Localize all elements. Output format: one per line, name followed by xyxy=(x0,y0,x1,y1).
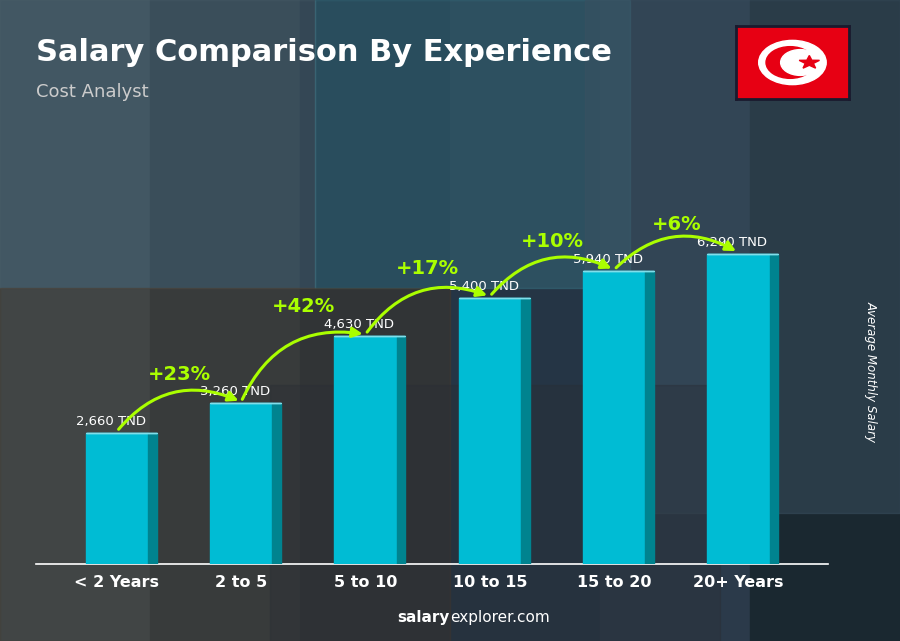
Circle shape xyxy=(780,49,820,76)
Bar xyxy=(335,336,397,564)
Bar xyxy=(459,298,521,564)
Polygon shape xyxy=(799,56,820,68)
Bar xyxy=(315,0,630,288)
Circle shape xyxy=(759,40,826,85)
Bar xyxy=(600,0,750,641)
Polygon shape xyxy=(397,336,405,564)
Bar xyxy=(86,433,148,564)
Text: 2,660 TND: 2,660 TND xyxy=(76,415,146,428)
Text: +10%: +10% xyxy=(520,233,583,251)
Bar xyxy=(210,403,272,564)
Polygon shape xyxy=(148,433,157,564)
Polygon shape xyxy=(521,298,529,564)
Text: +6%: +6% xyxy=(652,215,701,234)
Text: Average Monthly Salary: Average Monthly Salary xyxy=(865,301,878,442)
Bar xyxy=(450,0,600,641)
Bar xyxy=(585,0,900,513)
Text: 3,260 TND: 3,260 TND xyxy=(200,385,270,399)
Text: 6,290 TND: 6,290 TND xyxy=(698,236,768,249)
Circle shape xyxy=(766,47,814,78)
Bar xyxy=(0,288,450,641)
Polygon shape xyxy=(770,254,778,564)
Bar xyxy=(0,0,315,288)
Text: 5,940 TND: 5,940 TND xyxy=(573,253,643,266)
Bar xyxy=(583,271,645,564)
Bar xyxy=(707,254,769,564)
Bar xyxy=(150,0,300,641)
Text: 5,400 TND: 5,400 TND xyxy=(448,280,518,293)
Text: +23%: +23% xyxy=(148,365,211,383)
Text: explorer.com: explorer.com xyxy=(450,610,550,625)
Bar xyxy=(750,0,900,641)
Polygon shape xyxy=(645,271,654,564)
Bar xyxy=(0,0,150,641)
Text: 4,630 TND: 4,630 TND xyxy=(324,318,394,331)
Bar xyxy=(300,0,450,641)
Text: Salary Comparison By Experience: Salary Comparison By Experience xyxy=(36,38,612,67)
Polygon shape xyxy=(272,403,281,564)
Text: salary: salary xyxy=(398,610,450,625)
Text: Cost Analyst: Cost Analyst xyxy=(36,83,148,101)
Text: +17%: +17% xyxy=(396,259,459,278)
Bar xyxy=(270,385,720,641)
Text: +42%: +42% xyxy=(272,297,335,316)
